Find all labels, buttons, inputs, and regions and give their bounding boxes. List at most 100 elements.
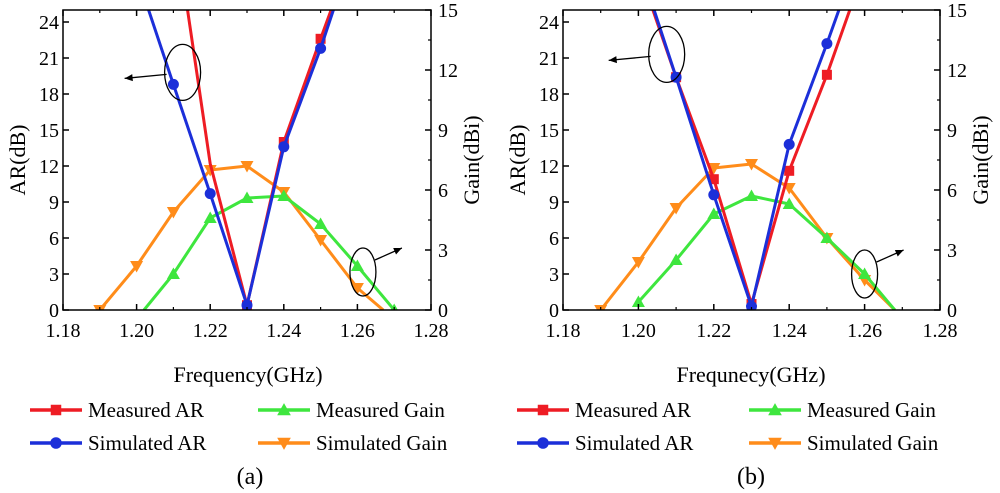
y-right-tick-label: 6 — [947, 180, 957, 202]
legend-label: Simulated AR — [575, 431, 693, 455]
y-axis-label-left-a: AR(dB) — [5, 125, 30, 196]
series-layer-a — [93, 10, 398, 310]
series-line-measured-ar — [186, 10, 333, 307]
marker-simulated-ar — [746, 300, 757, 310]
y-left-tick-label: 0 — [49, 300, 59, 322]
legend-label: Measured Gain — [807, 398, 936, 422]
annotation-ellipse — [648, 25, 686, 84]
x-tick-label: 1.26 — [847, 320, 882, 342]
marker-measured-gain — [277, 189, 291, 201]
y-right-tick-label: 15 — [947, 0, 967, 22]
annotation-layer-a — [124, 43, 403, 297]
x-axis-label-a: Frequency(GHz) — [173, 362, 322, 387]
marker-simulated-gain — [130, 261, 144, 273]
legend-label: Measured AR — [575, 398, 691, 422]
marker-simulated-ar — [315, 42, 327, 54]
marker-measured-ar — [821, 69, 832, 80]
legend-label: Measured AR — [88, 398, 204, 422]
marker-simulated-gain — [707, 163, 721, 175]
x-tick-label: 1.18 — [546, 320, 581, 342]
marker-measured-gain — [631, 295, 645, 307]
marker-simulated-gain — [745, 159, 758, 171]
y-right-tick-label: 15 — [438, 0, 458, 22]
y-left-tick-label: 18 — [39, 84, 59, 106]
y-axis-label-right-a: Gain(dBi) — [459, 115, 484, 204]
panel-a: 1.18 1.20 1.22 1.24 1.26 1.280369121518212403… — [5, 0, 484, 490]
legend-label: Measured Gain — [316, 398, 445, 422]
x-tick-label: 1.28 — [414, 320, 449, 342]
annotation-arrow-head — [894, 250, 904, 257]
series-layer-b — [594, 10, 896, 310]
annotation-ellipse — [163, 43, 202, 102]
legend-b: Measured AR Measured Gain Simulated AR Simu… — [517, 398, 939, 455]
y-right-tick-label: 9 — [438, 120, 448, 142]
marker-simulated-gain — [203, 165, 217, 177]
y-axis-label-right-b: Gain(dBi) — [968, 115, 993, 204]
panel-b: 1.18 1.20 1.22 1.24 1.26 1.280369121518212403… — [505, 0, 993, 490]
legend-swatch-marker — [537, 404, 549, 416]
legend-swatch-marker — [277, 403, 291, 416]
legend-swatch-marker — [277, 437, 291, 450]
marker-simulated-ar — [204, 188, 216, 200]
marker-measured-gain — [745, 189, 758, 201]
tick-layer-a: 1.18 1.20 1.22 1.24 1.26 1.280369121518212403… — [39, 0, 458, 342]
x-tick-label: 1.22 — [696, 320, 731, 342]
x-tick-label: 1.20 — [119, 320, 154, 342]
annotation-arrow-head — [608, 56, 617, 64]
legend-swatch-marker — [50, 437, 62, 449]
legend-a: Measured AR Measured Gain Simulated AR Simu… — [30, 398, 448, 455]
marker-measured-gain — [858, 267, 872, 279]
marker-simulated-ar — [821, 38, 833, 50]
marker-measured-gain — [820, 231, 834, 243]
legend-swatch-marker — [768, 403, 782, 416]
annotation-arrow-head — [393, 248, 402, 255]
marker-measured-gain — [166, 267, 180, 279]
y-axis-label-left-b: AR(dB) — [505, 125, 530, 196]
y-right-tick-label: 0 — [947, 300, 957, 322]
marker-measured-gain — [203, 211, 217, 223]
annotation-ellipse — [349, 247, 377, 297]
y-left-tick-label: 18 — [539, 84, 559, 106]
x-axis-label-b: Frequnecy(GHz) — [676, 362, 825, 387]
y-left-tick-label: 21 — [39, 48, 59, 70]
marker-simulated-ar — [708, 189, 720, 201]
marker-measured-gain — [782, 197, 796, 209]
marker-simulated-gain — [631, 257, 645, 269]
y-right-tick-label: 6 — [438, 180, 448, 202]
x-tick-label: 1.28 — [923, 320, 958, 342]
y-left-tick-label: 21 — [539, 48, 559, 70]
y-right-tick-label: 3 — [947, 240, 957, 262]
marker-simulated-ar — [241, 299, 253, 310]
marker-measured-ar — [315, 33, 326, 44]
x-tick-label: 1.24 — [772, 320, 807, 342]
marker-measured-gain — [350, 259, 364, 271]
marker-measured-gain — [314, 217, 328, 229]
panel-caption-a: (a) — [237, 464, 264, 490]
y-right-tick-label: 9 — [947, 120, 957, 142]
series-line-measured-gain — [637, 194, 896, 310]
annotation-ellipse — [850, 249, 879, 299]
y-left-tick-label: 12 — [39, 156, 59, 178]
y-right-tick-label: 12 — [947, 60, 967, 82]
y-left-tick-label: 15 — [39, 120, 59, 142]
y-left-tick-label: 0 — [549, 300, 559, 322]
panel-caption-b: (b) — [737, 464, 765, 490]
legend-label: Simulated Gain — [316, 431, 448, 455]
y-left-tick-label: 24 — [539, 12, 559, 34]
x-tick-label: 1.26 — [340, 320, 375, 342]
y-left-tick-label: 24 — [39, 12, 59, 34]
y-left-tick-label: 3 — [49, 264, 59, 286]
tick-layer-b: 1.18 1.20 1.22 1.24 1.26 1.280369121518212403… — [539, 0, 967, 342]
marker-measured-gain — [240, 191, 254, 203]
x-tick-label: 1.22 — [193, 320, 228, 342]
marker-simulated-gain — [350, 283, 364, 295]
x-tick-label: 1.20 — [621, 320, 656, 342]
marker-measured-gain — [390, 303, 398, 310]
marker-simulated-gain — [166, 207, 180, 219]
y-left-tick-label: 12 — [539, 156, 559, 178]
legend-swatch-marker — [537, 437, 549, 449]
y-right-tick-label: 12 — [438, 60, 458, 82]
legend-swatch-marker — [50, 404, 62, 416]
marker-measured-ar — [784, 165, 795, 176]
